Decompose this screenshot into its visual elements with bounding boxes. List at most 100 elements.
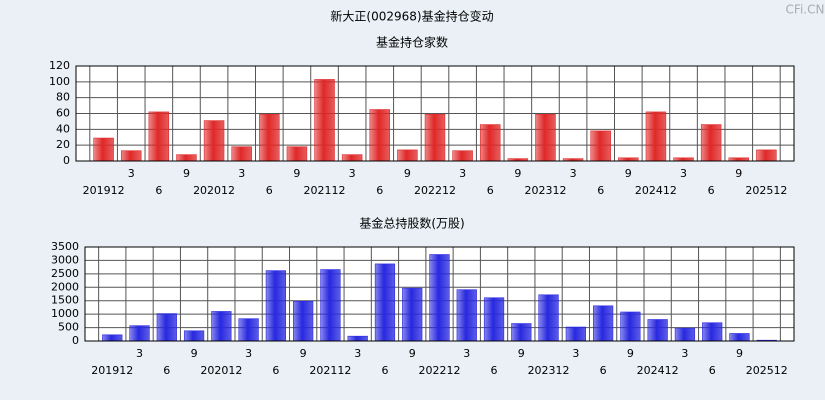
bar — [756, 149, 777, 162]
x-tick-label: 202212 — [419, 364, 461, 377]
bar — [452, 150, 473, 162]
bar — [102, 334, 123, 342]
x-tick-label: 6 — [708, 184, 715, 197]
y-tick-label: 2500 — [51, 267, 79, 280]
x-tick-label: 3 — [459, 167, 466, 180]
bar — [700, 124, 722, 162]
bar — [176, 154, 197, 162]
bar — [483, 297, 505, 342]
bar — [590, 130, 611, 162]
x-tick-label: 3 — [349, 167, 356, 180]
x-tick-label: 6 — [709, 364, 716, 377]
bar — [183, 330, 205, 342]
chart-title: 基金总持股数(万股) — [359, 216, 464, 231]
bar — [156, 313, 177, 342]
x-tick-label: 3 — [680, 167, 687, 180]
x-tick-label: 6 — [491, 364, 498, 377]
y-tick-label: 0 — [72, 334, 79, 347]
x-tick-label: 3 — [128, 167, 135, 180]
x-tick-label: 3 — [245, 347, 252, 360]
bar — [129, 325, 150, 342]
x-tick-label: 9 — [191, 347, 198, 360]
y-tick-label: 120 — [49, 59, 70, 72]
x-tick-label: 9 — [736, 347, 743, 360]
x-tick-label: 202012 — [200, 364, 242, 377]
bar — [397, 149, 418, 162]
bar — [211, 311, 232, 342]
x-tick-label: 202412 — [635, 184, 677, 197]
x-tick-label: 3 — [572, 347, 579, 360]
x-tick-label: 202412 — [637, 364, 679, 377]
bar — [429, 254, 450, 342]
watermark: CFi.CN — [786, 3, 825, 17]
x-tick-label: 3 — [570, 167, 577, 180]
y-tick-label: 0 — [63, 154, 70, 167]
y-tick-label: 500 — [58, 321, 79, 334]
x-tick-label: 9 — [625, 167, 632, 180]
x-tick-label: 202512 — [745, 184, 787, 197]
bar — [148, 111, 170, 162]
x-tick-label: 9 — [518, 347, 525, 360]
bar — [424, 113, 446, 162]
bar — [314, 79, 335, 162]
y-tick-label: 40 — [56, 122, 70, 135]
bar — [511, 323, 532, 342]
x-tick-label: 3 — [681, 347, 688, 360]
x-tick-label: 202212 — [414, 184, 456, 197]
x-tick-label: 6 — [600, 364, 607, 377]
x-tick-label: 9 — [735, 167, 742, 180]
bar — [320, 269, 341, 342]
bar — [93, 137, 114, 162]
bar — [203, 120, 225, 162]
bar — [620, 311, 641, 342]
y-tick-label: 20 — [56, 138, 70, 151]
bar — [120, 150, 142, 162]
x-tick-label: 202112 — [309, 364, 351, 377]
x-tick-label: 6 — [266, 184, 273, 197]
x-tick-label: 6 — [272, 364, 279, 377]
x-tick-label: 202312 — [528, 364, 570, 377]
x-tick-label: 6 — [381, 364, 388, 377]
x-tick-label: 202012 — [193, 184, 235, 197]
x-tick-label: 3 — [136, 347, 143, 360]
x-tick-label: 6 — [163, 364, 170, 377]
x-tick-label: 9 — [409, 347, 416, 360]
bar — [645, 111, 667, 162]
x-tick-label: 6 — [487, 184, 494, 197]
y-tick-label: 1500 — [51, 294, 79, 307]
bar — [347, 335, 368, 342]
bar — [592, 305, 614, 342]
bar — [702, 322, 723, 342]
bar — [374, 263, 396, 342]
x-tick-label: 202312 — [524, 184, 566, 197]
x-tick-label: 6 — [376, 184, 383, 197]
plot-border — [75, 65, 795, 162]
x-tick-label: 9 — [300, 347, 307, 360]
bar — [647, 319, 668, 342]
x-tick-label: 9 — [293, 167, 300, 180]
x-tick-label: 202512 — [746, 364, 788, 377]
bar — [456, 289, 477, 342]
x-tick-label: 6 — [597, 184, 604, 197]
y-tick-label: 100 — [49, 75, 70, 88]
bar — [238, 318, 259, 342]
plot-border — [84, 246, 795, 342]
x-tick-label: 3 — [354, 347, 361, 360]
bar — [231, 146, 252, 162]
x-tick-label: 6 — [155, 184, 162, 197]
bar — [265, 270, 287, 342]
page-title: 新大正(002968)基金持仓变动 — [330, 9, 493, 24]
bar — [535, 113, 556, 162]
bar — [286, 146, 308, 162]
bar — [674, 327, 696, 342]
bar — [259, 113, 280, 162]
bar — [402, 287, 423, 342]
bar — [729, 333, 750, 342]
x-tick-label: 201912 — [91, 364, 133, 377]
x-tick-label: 9 — [183, 167, 190, 180]
bar — [293, 300, 314, 342]
y-tick-label: 80 — [56, 91, 70, 104]
y-tick-label: 3000 — [51, 253, 79, 266]
bar — [538, 294, 559, 342]
